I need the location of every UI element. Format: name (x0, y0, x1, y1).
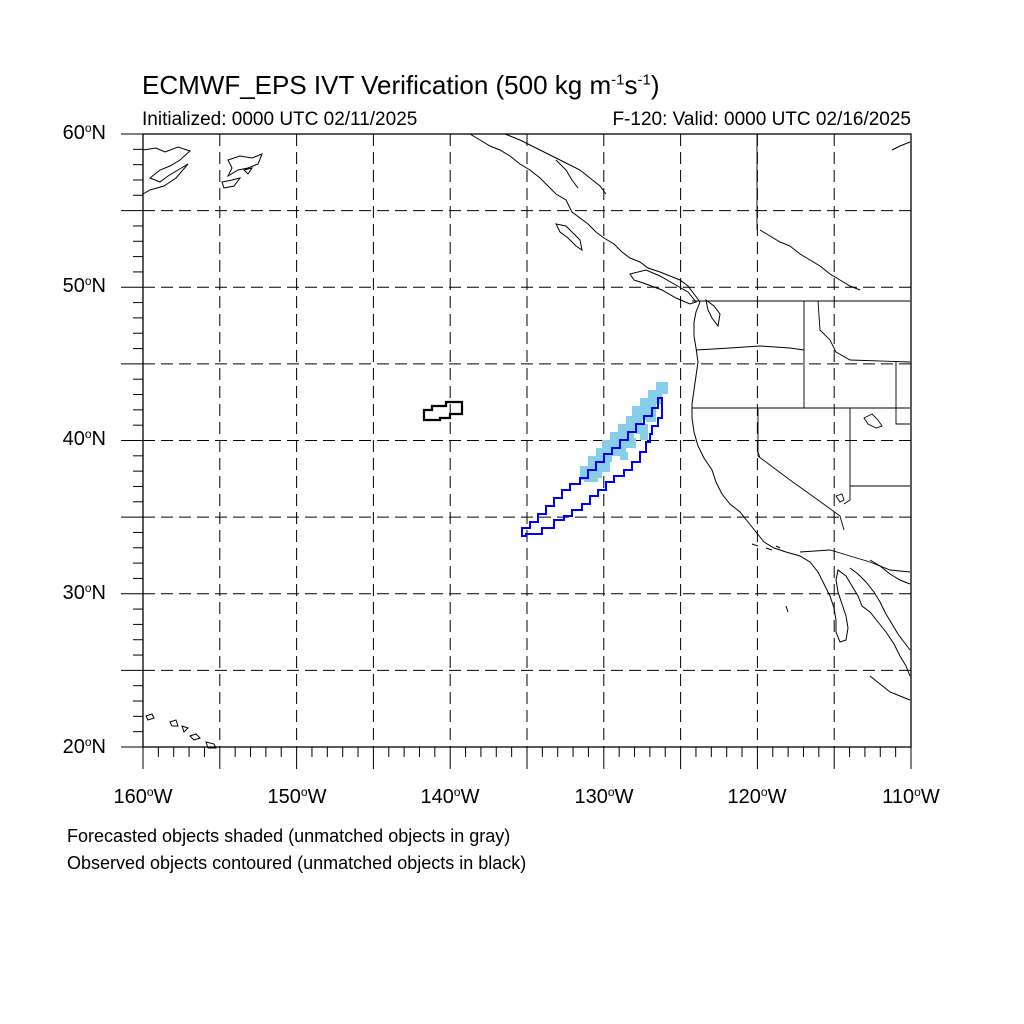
alaska-coast-north (504, 133, 607, 195)
baja-gulf-coast (849, 567, 911, 651)
hawaii-islands (145, 713, 217, 749)
lon-label-150w: 150oW (267, 785, 327, 808)
gridlines (143, 134, 911, 747)
observed-unmatched-object (422, 400, 464, 422)
forecast-cell (612, 446, 626, 456)
alaska-coast-west (142, 146, 191, 195)
mexico-mainland-coast (869, 559, 911, 585)
map-frame (142, 133, 912, 748)
valid-time-label: F-120: Valid: 0000 UTC 02/16/2025 (612, 109, 911, 130)
lat-label-40n: 40oN (62, 427, 106, 450)
lon-label-160w: 160oW (113, 785, 173, 808)
canada-east-coast-fragment (891, 141, 911, 151)
idaho-montana-border (817, 300, 911, 363)
axis-ticks (121, 133, 912, 769)
forecast-cell (620, 452, 628, 460)
forecast-cell (600, 460, 610, 472)
lat-label-20n: 20oN (62, 735, 106, 758)
lat-label-50n: 50oN (62, 274, 106, 297)
alaska-islands (221, 153, 263, 189)
salton-sea (835, 493, 845, 503)
coastlines (142, 133, 911, 749)
mexico-south-coast (869, 675, 911, 701)
california-nevada-border (757, 408, 845, 531)
forecast-ivt-object (580, 382, 668, 482)
lake-tahoe (757, 451, 761, 459)
nevada-utah-border (849, 408, 910, 487)
map-title: ECMWF_EPS IVT Verification (500 kg m-1s-… (142, 70, 660, 100)
bc-interior-river (759, 229, 861, 291)
forecast-cell (584, 474, 598, 482)
lat-label-30n: 30oN (62, 581, 106, 604)
montana-wyoming-border (895, 362, 910, 425)
observed-matched-object (521, 397, 663, 537)
lon-label-120w: 120oW (727, 785, 787, 808)
forecast-cell (636, 424, 648, 434)
channel-islands (751, 543, 781, 551)
vancouver-island (629, 269, 697, 305)
forecast-cell (640, 432, 648, 440)
initialized-label: Initialized: 0000 UTC 02/11/2025 (142, 109, 418, 130)
us-mexico-border (799, 549, 911, 573)
haida-gwaii (555, 223, 583, 252)
forecast-cell (656, 382, 668, 394)
guadalupe-island (785, 605, 789, 613)
washington-oregon-border (695, 345, 805, 351)
forecast-cell (624, 438, 636, 448)
legend-observed-note: Observed objects contoured (unmatched ob… (67, 853, 527, 873)
lon-label-110w: 110oW (882, 785, 940, 808)
legend-forecast-note: Forecasted objects shaded (unmatched obj… (67, 826, 511, 846)
lon-label-140w: 140oW (420, 785, 480, 808)
alaska-panhandle (469, 133, 701, 303)
lon-label-130w: 130oW (574, 785, 634, 808)
great-salt-lake (863, 413, 883, 429)
lat-label-60n: 60oN (62, 121, 106, 144)
puget-sound (705, 298, 721, 328)
political-boundaries (692, 134, 911, 573)
arizona-border (843, 486, 851, 505)
forecast-cell (594, 468, 602, 478)
us-west-coast (691, 301, 911, 677)
